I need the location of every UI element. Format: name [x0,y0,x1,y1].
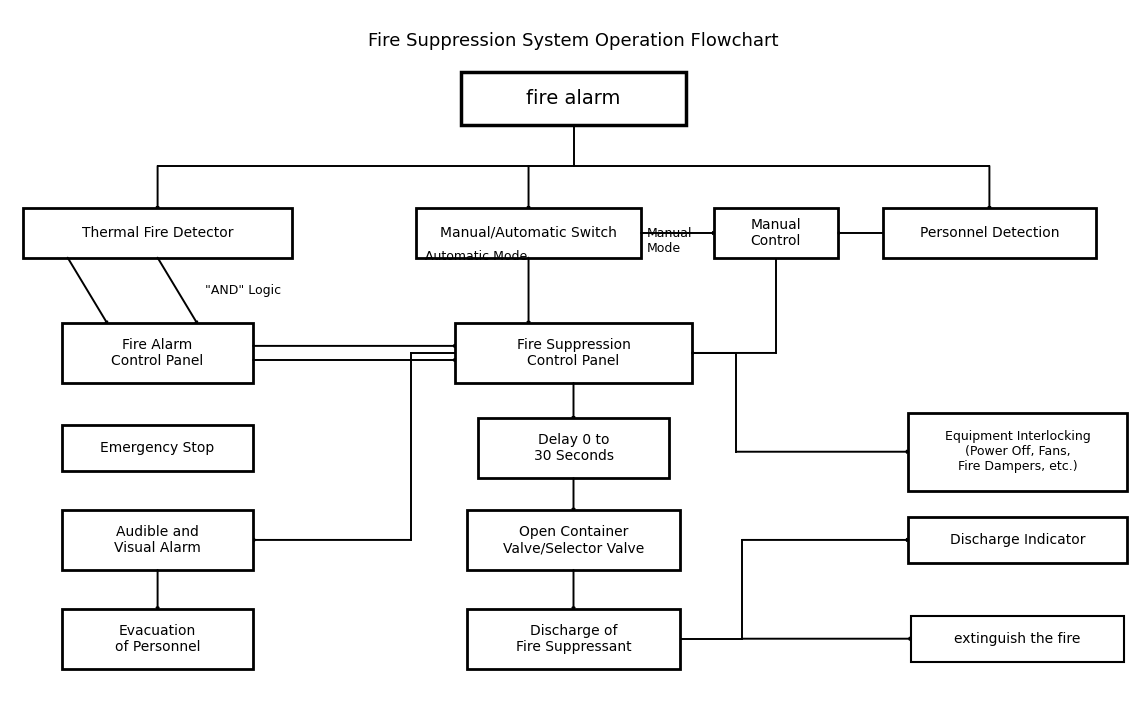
Text: Manual
Mode: Manual Mode [647,228,692,256]
Text: Discharge of
Fire Suppressant: Discharge of Fire Suppressant [516,624,631,654]
Text: Automatic Mode: Automatic Mode [426,250,528,263]
Bar [62,426,253,471]
Bar [455,323,692,383]
Bar [62,323,253,383]
Text: Discharge Indicator: Discharge Indicator [950,533,1085,547]
Bar [467,608,680,669]
Bar [62,510,253,570]
Text: Delay 0 to
30 Seconds: Delay 0 to 30 Seconds [533,433,614,463]
Bar [911,616,1124,662]
Text: extinguish the fire: extinguish the fire [954,631,1080,646]
Bar [713,208,837,258]
Text: Open Container
Valve/Selector Valve: Open Container Valve/Selector Valve [502,525,645,555]
Text: Personnel Detection: Personnel Detection [920,226,1059,240]
Bar [908,517,1128,563]
Bar [478,418,669,478]
Text: Audible and
Visual Alarm: Audible and Visual Alarm [115,525,201,555]
Text: Equipment Interlocking
(Power Off, Fans,
Fire Dampers, etc.): Equipment Interlocking (Power Off, Fans,… [945,431,1091,473]
Bar [883,208,1097,258]
Text: Manual/Automatic Switch: Manual/Automatic Switch [440,226,617,240]
Bar [467,510,680,570]
Bar [416,208,641,258]
Text: Thermal Fire Detector: Thermal Fire Detector [81,226,233,240]
Text: "AND" Logic: "AND" Logic [205,284,281,297]
Bar [908,413,1128,490]
Text: Evacuation
of Personnel: Evacuation of Personnel [115,624,201,654]
Bar [62,608,253,669]
Text: Fire Suppression
Control Panel: Fire Suppression Control Panel [516,338,631,368]
Text: fire alarm: fire alarm [526,89,621,109]
Bar [461,73,686,125]
Text: Fire Alarm
Control Panel: Fire Alarm Control Panel [111,338,204,368]
Bar [23,208,292,258]
Text: Fire Suppression System Operation Flowchart: Fire Suppression System Operation Flowch… [368,32,779,50]
Text: Emergency Stop: Emergency Stop [101,441,214,455]
Text: Manual
Control: Manual Control [750,218,801,248]
